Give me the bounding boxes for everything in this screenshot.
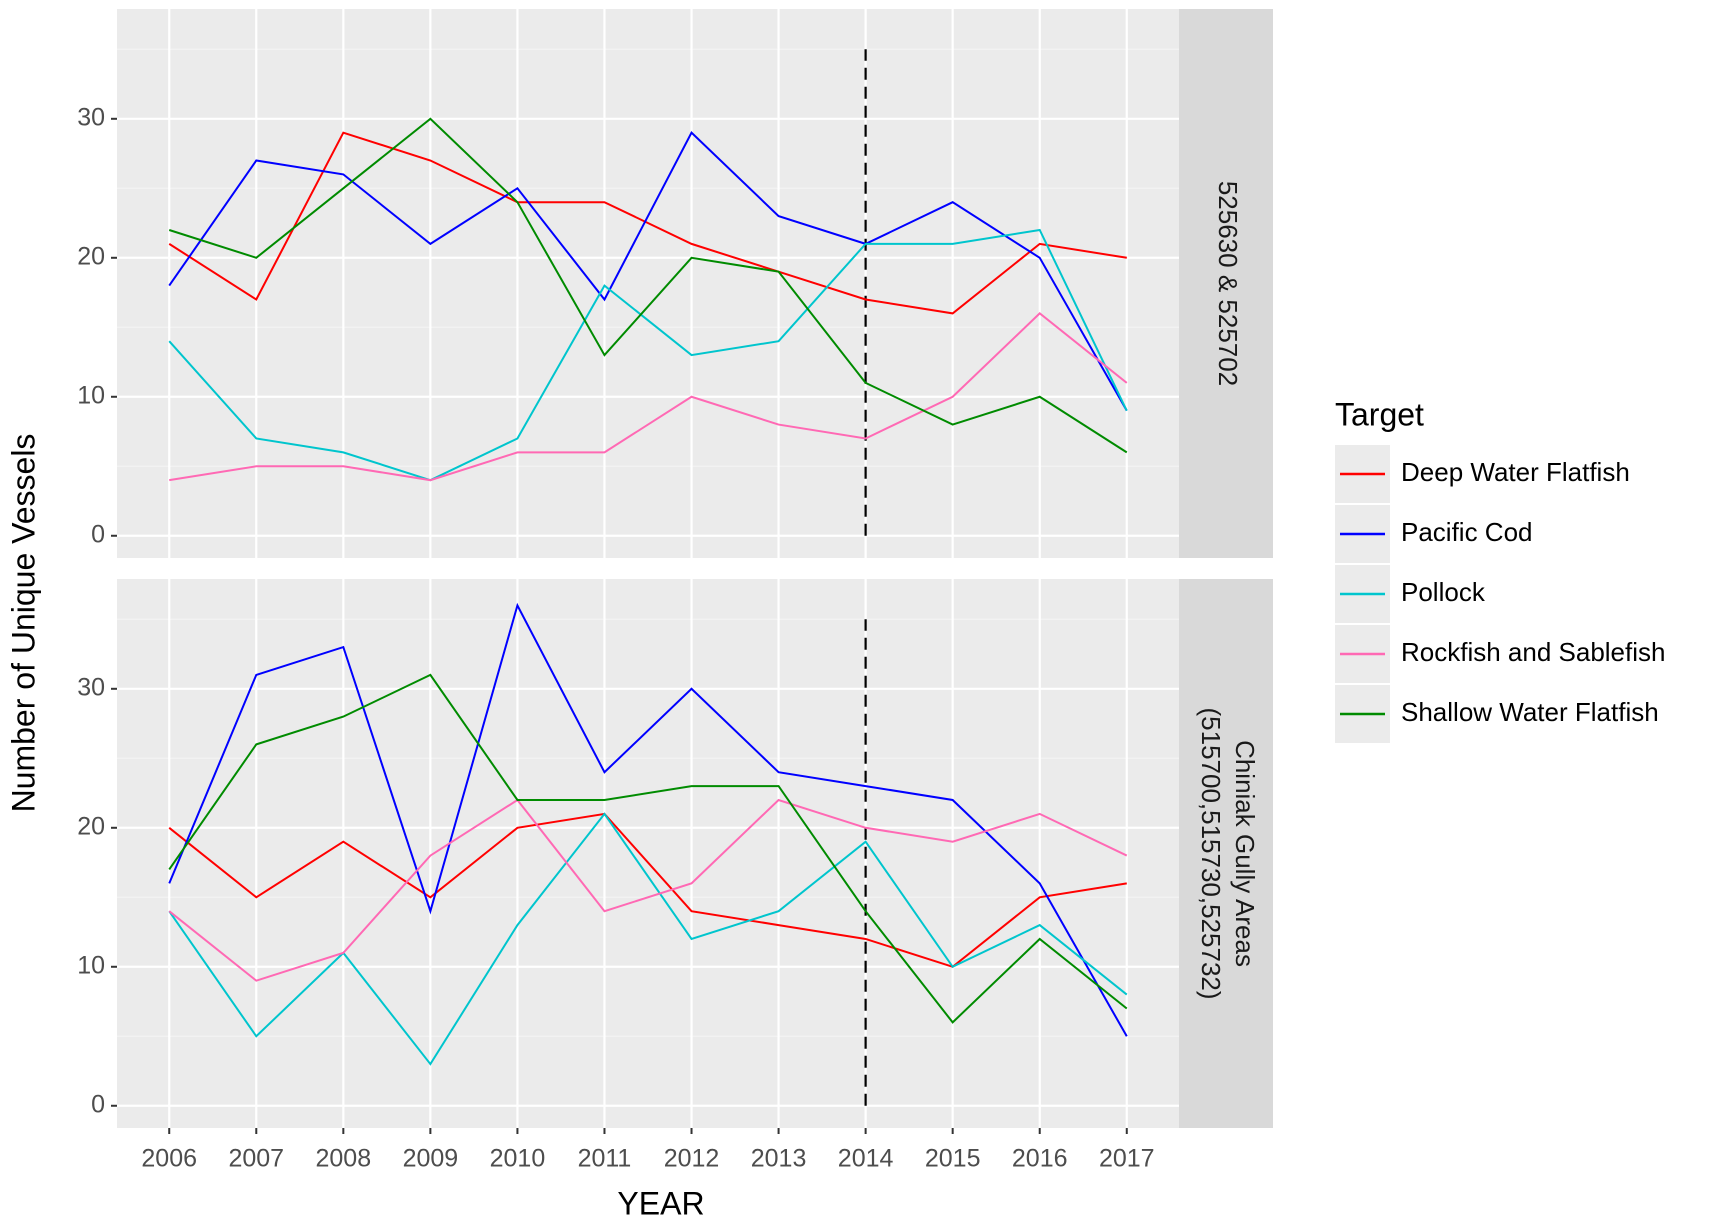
strip-label: (515700,515730,525732) (1196, 707, 1226, 999)
x-axis-title: YEAR (617, 1185, 704, 1217)
y-axis-title: Number of Unique Vessels (5, 434, 41, 813)
x-tick-label: 2013 (751, 1145, 807, 1173)
strip-background (1179, 9, 1273, 558)
panel-background (117, 579, 1179, 1128)
legend-title: Target (1335, 396, 1424, 432)
legend-label: Pollock (1401, 577, 1486, 607)
strip-label: 525630 & 525702 (1213, 181, 1243, 386)
x-tick-label: 2017 (1099, 1145, 1155, 1173)
y-tick-label: 20 (77, 242, 105, 270)
series-line (168, 602, 1128, 1037)
strip-background (1179, 579, 1273, 1128)
legend-label: Rockfish and Sablefish (1401, 637, 1665, 667)
series-line (168, 812, 1127, 968)
y-tick-label: 20 (77, 812, 105, 840)
x-tick-label: 2007 (228, 1145, 284, 1173)
legend-label: Pacific Cod (1401, 517, 1533, 547)
x-tick-label: 2009 (403, 1145, 459, 1173)
strip-label: Chiniak Gully Areas (1230, 740, 1260, 967)
y-tick-label: 30 (77, 103, 105, 131)
series-line (169, 312, 1128, 482)
y-tick-label: 0 (91, 520, 105, 548)
y-tick-label: 0 (91, 1090, 105, 1118)
legend-label: Deep Water Flatfish (1401, 457, 1630, 487)
y-tick-label: 30 (77, 673, 105, 701)
panel-background (117, 9, 1179, 558)
x-tick-label: 2006 (141, 1145, 197, 1173)
series-line (168, 131, 1128, 412)
series-line (168, 131, 1127, 315)
x-tick-label: 2016 (1012, 1145, 1068, 1173)
y-tick-label: 10 (77, 951, 105, 979)
x-tick-label: 2008 (316, 1145, 372, 1173)
x-tick-label: 2011 (578, 1145, 632, 1173)
series-line (168, 228, 1128, 482)
y-tick-label: 10 (77, 381, 105, 409)
series-line (168, 117, 1128, 454)
x-tick-label: 2010 (490, 1145, 546, 1173)
legend-label: Shallow Water Flatfish (1401, 697, 1659, 727)
x-tick-label: 2015 (925, 1145, 981, 1173)
series-line (168, 673, 1128, 1024)
x-tick-label: 2014 (838, 1145, 894, 1173)
series-line (168, 812, 1128, 1066)
x-tick-label: 2012 (664, 1145, 720, 1173)
series-line (168, 798, 1128, 982)
